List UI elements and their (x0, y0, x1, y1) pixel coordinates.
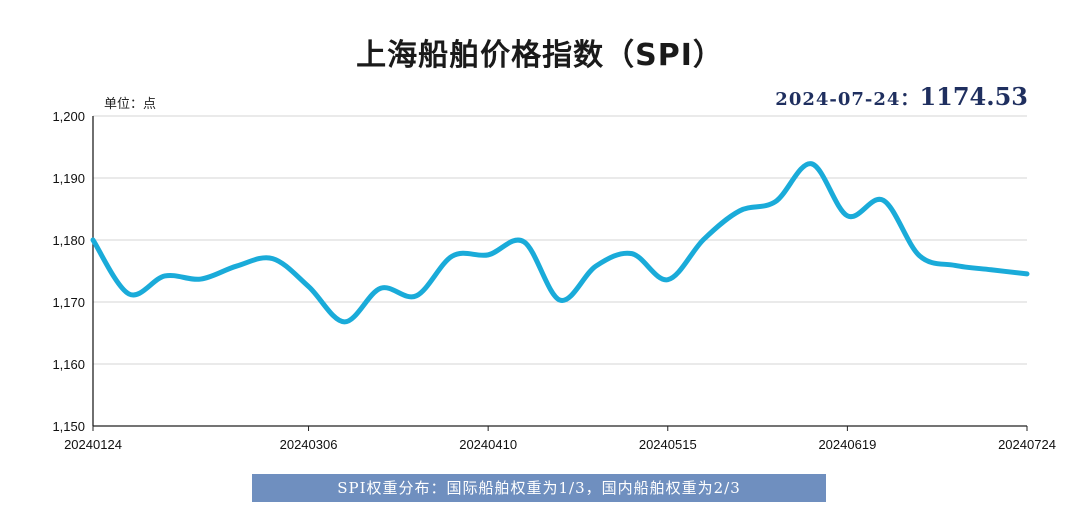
y-tick-label: 1,190 (52, 171, 85, 186)
x-tick-label: 20240306 (280, 437, 338, 452)
x-tick-label: 20240724 (998, 437, 1056, 452)
x-tick-label: 20240124 (64, 437, 122, 452)
y-tick-label: 1,170 (52, 295, 85, 310)
y-tick-label: 1,180 (52, 233, 85, 248)
latest-date: 2024-07-24： (775, 89, 920, 110)
y-tick-label: 1,200 (52, 109, 85, 124)
line-chart: 1,150 1,160 1,170 1,180 1,190 1,200 20240124 20… (52, 109, 1056, 452)
y-tick-label: 1,160 (52, 357, 85, 372)
y-tick-label: 1,150 (52, 419, 85, 434)
x-tick-label: 20240619 (818, 437, 876, 452)
latest-value: 1174.53 (919, 82, 1028, 111)
weight-footnote: SPI权重分布：国际船舶权重为1/3，国内船舶权重为2/3 (252, 474, 826, 502)
latest-value-headline: 2024-07-24：1174.53 (775, 82, 1028, 111)
x-tick-label: 20240515 (639, 437, 697, 452)
spi-series-line (90, 161, 1030, 325)
x-tick-label: 20240410 (459, 437, 517, 452)
chart-title: 上海船舶价格指数（SPI） (356, 38, 724, 73)
unit-label: 单位：点 (104, 97, 157, 112)
